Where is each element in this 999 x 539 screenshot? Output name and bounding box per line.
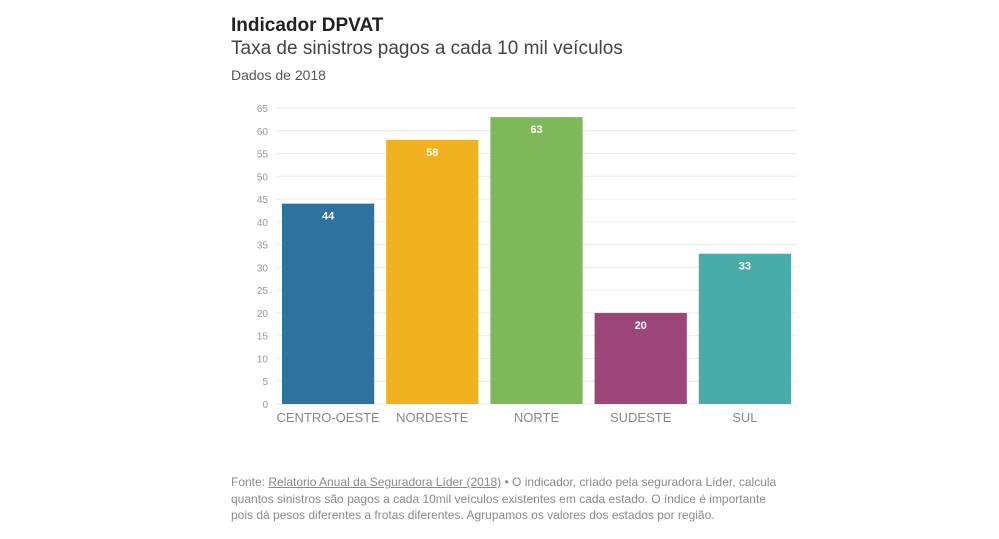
bars xyxy=(281,117,792,404)
y-tick-label: 65 xyxy=(257,104,269,115)
x-tick-label: SUL xyxy=(732,410,757,425)
x-tick-label: NORTE xyxy=(514,410,560,425)
y-tick-label: 30 xyxy=(257,263,269,274)
y-tick-label: 55 xyxy=(257,150,269,161)
bar-centro-oeste xyxy=(281,203,375,404)
x-tick-label: NORDESTE xyxy=(396,410,469,425)
bar-norte xyxy=(490,117,583,404)
y-tick-label: 15 xyxy=(257,332,269,343)
chart-footer: Fonte: Relatorio Anual da Seguradora Líd… xyxy=(231,474,791,524)
chart-title: Indicador DPVAT xyxy=(231,15,384,36)
x-tick-label: SUDESTE xyxy=(610,410,672,425)
data-labels: 44 58 63 20 33 xyxy=(322,124,751,332)
source-prefix: Fonte: xyxy=(231,475,269,489)
y-tick-label: 50 xyxy=(257,172,269,183)
bar-sul xyxy=(698,253,792,404)
data-label: 44 xyxy=(322,211,335,223)
chart-subtitle: Taxa de sinistros pagos a cada 10 mil ve… xyxy=(231,38,623,59)
data-label: 58 xyxy=(426,147,438,159)
y-tick-label: 0 xyxy=(262,400,268,411)
x-tick-label: CENTRO-OESTE xyxy=(276,410,380,425)
chart-note: Dados de 2018 xyxy=(231,67,326,83)
y-tick-label: 45 xyxy=(257,195,269,206)
source-link[interactable]: Relatorio Anual da Seguradora Líder (201… xyxy=(268,475,502,489)
y-tick-label: 60 xyxy=(257,127,269,138)
y-tick-label: 25 xyxy=(257,286,269,297)
bar-nordeste xyxy=(386,139,479,404)
y-axis-ticks: 0 5 10 15 20 25 30 35 40 45 50 55 60 65 xyxy=(257,104,269,411)
data-label: 20 xyxy=(635,320,647,332)
y-tick-label: 35 xyxy=(257,241,269,252)
y-tick-label: 40 xyxy=(257,218,269,229)
data-label: 63 xyxy=(530,124,542,136)
y-tick-label: 20 xyxy=(257,309,269,320)
y-tick-label: 10 xyxy=(257,354,269,365)
y-tick-label: 5 xyxy=(262,377,268,388)
footer-description: • O indicador, criado pela seguradora Lí… xyxy=(231,475,777,522)
bar-sudeste xyxy=(594,312,687,404)
x-axis-ticks: CENTRO-OESTE NORDESTE NORTE SUDESTE SUL xyxy=(276,410,757,425)
data-label: 33 xyxy=(739,261,751,273)
